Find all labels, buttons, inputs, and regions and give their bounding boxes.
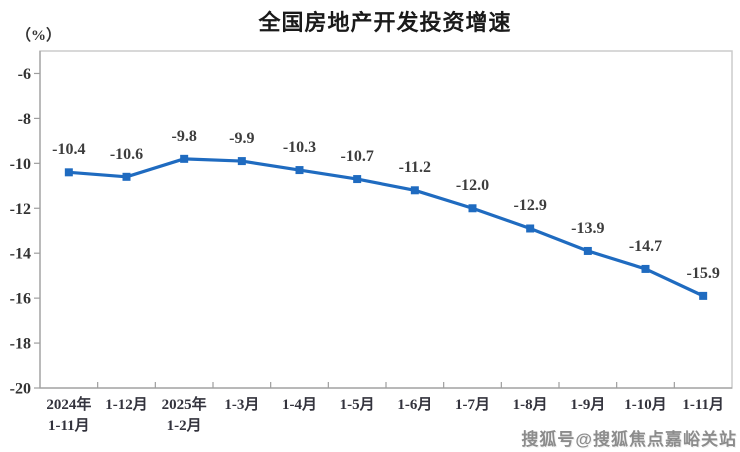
x-axis-label-line: 1-7月 (455, 397, 490, 413)
x-axis-label: 1-7月 (455, 395, 490, 416)
data-point-label: -9.8 (171, 127, 197, 145)
x-axis-label-line: 1-8月 (512, 397, 548, 413)
data-point-label: -10.4 (52, 141, 86, 159)
x-axis-label: 1-9月 (570, 395, 605, 416)
x-axis-label-line: 1-3月 (224, 397, 260, 413)
y-tick-label: -20 (10, 381, 31, 398)
y-tick-label: -8 (18, 111, 31, 128)
x-axis-label-line: 1-4月 (282, 397, 317, 413)
data-point-marker (122, 172, 131, 181)
data-point-marker (583, 246, 592, 255)
x-axis-label-line: 2025年 (161, 397, 207, 413)
x-axis-label-line: 1-12月 (105, 397, 148, 413)
data-point-marker (699, 291, 708, 300)
x-axis-label: 1-3月 (224, 395, 259, 416)
data-point-label: -10.3 (282, 139, 317, 157)
x-axis-label: 1-8月 (513, 395, 548, 416)
x-axis-label: 1-6月 (397, 395, 432, 416)
data-point-marker (180, 154, 189, 163)
data-point-marker (295, 166, 304, 175)
y-axis-unit-label: （%） (16, 28, 62, 44)
x-axis-label-line: 1-11月 (47, 418, 90, 434)
x-axis-label-line: 1-10月 (624, 397, 667, 413)
y-tick-label: -10 (10, 156, 31, 173)
series-line (67, 157, 705, 298)
plot-border (39, 50, 733, 389)
data-point-marker (237, 157, 246, 166)
data-point-label: -11.2 (398, 159, 432, 177)
data-point-label: -10.6 (109, 145, 144, 163)
y-tick-label: -14 (10, 246, 31, 263)
chart-title: 全国房地产开发投资增速 (258, 10, 512, 35)
data-point-label: -15.9 (686, 264, 720, 282)
x-axis-label: 1-10月 (624, 395, 667, 416)
data-point-label: -10.7 (340, 148, 374, 166)
x-axis-label-line: 1-2月 (166, 418, 202, 434)
x-axis-label: 2025年 1-2月 (162, 395, 207, 437)
x-axis-label: 1-12月 (105, 395, 148, 416)
x-axis-label-line: 1-5月 (339, 397, 375, 413)
x-axis-label-line: 1-6月 (397, 397, 433, 413)
data-point-marker (353, 175, 362, 184)
x-axis-label-line: 1-9月 (570, 397, 606, 413)
data-point-label: -13.9 (571, 219, 605, 237)
y-tick-label: -12 (10, 201, 31, 218)
data-point-marker (410, 186, 419, 195)
data-point-marker (64, 168, 73, 177)
x-axis-label: 2024年 1-11月 (46, 395, 91, 437)
data-point-label: -9.9 (229, 130, 255, 148)
y-tick-label: -18 (10, 336, 31, 353)
data-point-label: -14.7 (628, 237, 663, 255)
data-point-label: -12.0 (455, 177, 490, 195)
x-axis-label-line: 2024年 (46, 397, 92, 413)
watermark: 搜狐号@搜狐焦点嘉峪关站 (521, 430, 737, 449)
y-tick-label: -6 (18, 66, 31, 83)
x-axis-label-line: 1-11月 (682, 397, 724, 413)
data-point-marker (526, 224, 535, 233)
data-point-label: -12.9 (513, 197, 547, 215)
x-axis-label: 1-11月 (682, 395, 724, 416)
x-axis-label: 1-4月 (282, 395, 317, 416)
data-point-marker (641, 264, 650, 273)
y-tick-label: -16 (10, 291, 31, 308)
x-axis-label: 1-5月 (340, 395, 375, 416)
data-point-marker (468, 204, 477, 213)
